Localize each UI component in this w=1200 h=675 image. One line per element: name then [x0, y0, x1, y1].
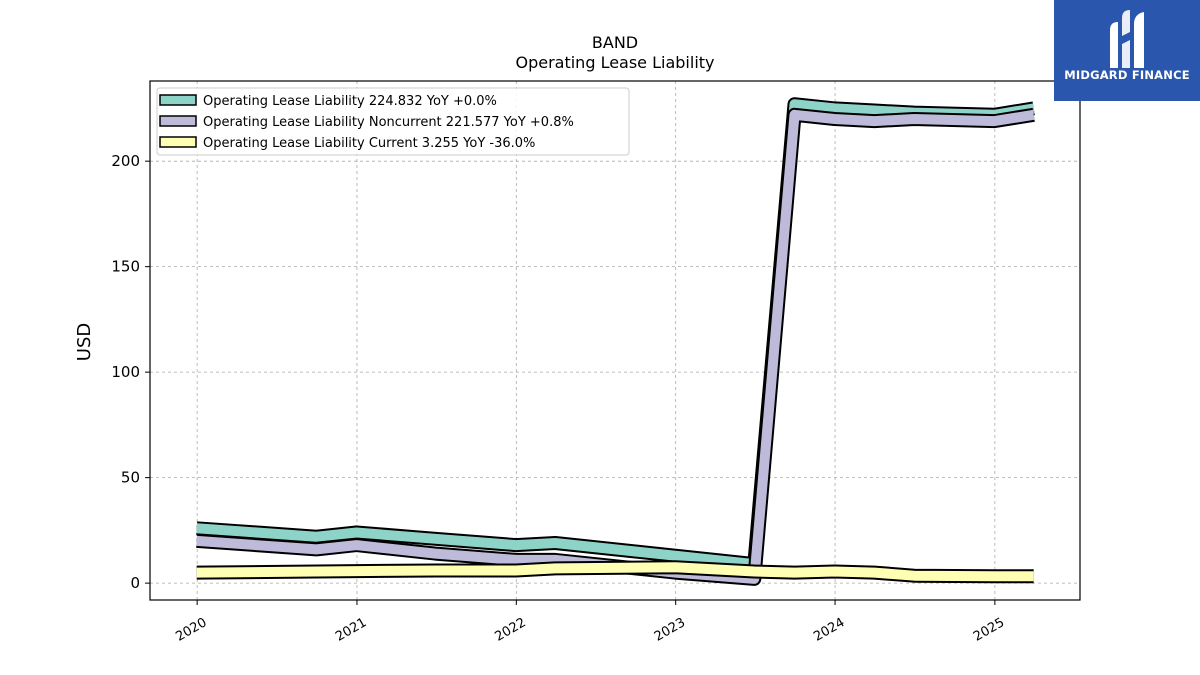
- legend-swatch-2: [159, 115, 197, 127]
- y-tick-label: 150: [111, 258, 140, 276]
- chart-subtitle: Operating Lease Liability: [515, 53, 714, 72]
- legend-entry-1: Operating Lease Liability 224.832 YoY +0…: [203, 94, 497, 109]
- series-layer: [196, 97, 1035, 586]
- plot-frame: [149, 80, 1081, 601]
- grid: [150, 81, 1080, 600]
- x-tick-label: 2022: [492, 615, 528, 645]
- x-tick-label: 2023: [652, 615, 688, 645]
- x-tick-label: 2025: [971, 615, 1007, 645]
- series-outline-2: [196, 107, 1035, 586]
- series-outline-1: [196, 97, 1035, 572]
- legend-entry-3: Operating Lease Liability Current 3.255 …: [203, 136, 535, 151]
- series-line-1: [196, 99, 1035, 570]
- y-tick-label: 50: [121, 469, 140, 487]
- series-line-3: [196, 562, 1034, 582]
- legend-swatch-3: [159, 136, 197, 148]
- x-tick-label: 2024: [811, 615, 847, 645]
- y-tick-label: 100: [111, 363, 140, 381]
- legend-swatch-1: [159, 94, 197, 106]
- y-tick-label: 0: [130, 574, 140, 592]
- brand-logo: MIDGARD FINANCE: [1054, 0, 1200, 101]
- legend-box: [156, 87, 630, 156]
- legend-entry-2: Operating Lease Liability Noncurrent 221…: [203, 115, 574, 130]
- legend: Operating Lease Liability 224.832 YoY +0…: [156, 87, 630, 156]
- brand-name: MIDGARD FINANCE: [1064, 68, 1190, 82]
- y-tick-label: 200: [111, 152, 140, 170]
- x-tick-label: 2020: [173, 615, 209, 645]
- chart-title: BAND: [592, 33, 638, 52]
- midgard-logo-icon: [1110, 10, 1144, 68]
- x-tick-label: 2021: [333, 615, 369, 645]
- series-line-2: [196, 109, 1035, 584]
- y-axis-label: USD: [74, 323, 95, 361]
